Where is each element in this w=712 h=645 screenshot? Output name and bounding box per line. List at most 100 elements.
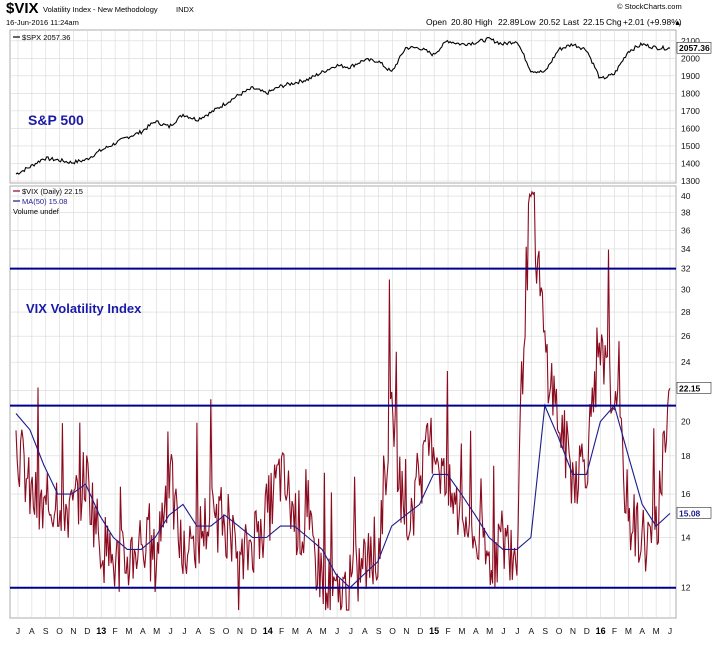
x-tick-label: M [292,626,299,636]
low-label: Low [520,17,536,27]
x-tick-label: J [16,626,20,636]
vix-last-badge: 22.15 [676,382,712,394]
vix-y-tick-label: 18 [681,451,691,461]
x-tick-label: D [584,626,590,636]
x-tick-label: A [140,626,146,636]
x-tick-label: S [376,626,382,636]
vix-y-tick-label: 28 [681,307,691,317]
x-tick-label: A [639,626,645,636]
spx-panel-frame [9,29,677,184]
ma-last-badge-text: 15.08 [679,508,701,518]
spx-y-tick-label: 1400 [681,158,700,168]
low-value: 20.52 [539,17,561,27]
x-tick-label: A [306,626,312,636]
x-tick-label: N [237,626,243,636]
open-value: 20.80 [451,17,473,27]
spx-y-tick-label: 1900 [681,71,700,81]
spx-y-tick-label: 1600 [681,123,700,133]
vix-y-tick-label: 16 [681,489,691,499]
spx-line [15,36,671,175]
spx-y-tick-label: 1700 [681,106,700,116]
high-label: High [475,17,493,27]
x-tick-label: M [486,626,493,636]
x-tick-label: O [556,626,563,636]
x-tick-label: M [320,626,327,636]
spx-y-tick-label: 2100 [681,36,700,46]
spx-y-tick-label: 1300 [681,176,700,186]
x-tick-label: M [458,626,465,636]
ma-last-badge: 15.08 [676,507,712,519]
x-tick-label: J [515,626,519,636]
vix-last-badge-box [676,382,712,394]
badges: 2057.36 22.15 15.08 [676,41,712,519]
x-tick-label: M [125,626,132,636]
symbol-description: Volatility Index - New Methodology [43,5,158,14]
spx-legend-text: $SPX 2057.36 [22,33,70,42]
spx-legend: $SPX 2057.36 [13,33,70,42]
x-tick-label: J [668,626,672,636]
x-tick-label: J [182,626,186,636]
last-label: Last [563,17,580,27]
credit: © StockCharts.com [617,2,682,11]
x-tick-label: D [417,626,423,636]
x-tick-label: O [389,626,396,636]
vix-y-tick-label: 32 [681,264,691,274]
x-tick-label: O [223,626,230,636]
vix-y-tick-label: 38 [681,208,691,218]
chg-label: Chg [606,17,622,27]
x-tick-label: J [168,626,172,636]
chg-value: +2.01 (+9.98%) [623,17,682,27]
x-tick-label: A [29,626,35,636]
ma-last-badge-box [676,507,712,519]
last-value: 22.15 [583,17,605,27]
symbol-title: $VIX [6,0,39,17]
x-tick-label: 15 [429,626,439,636]
vix-legend: $VIX (Daily) 22.15 MA(50) 15.08 Volume u… [13,187,83,216]
vix-line [15,190,671,611]
vix-y-tick-label: 12 [681,583,691,593]
x-tick-label: M [625,626,632,636]
spx-annotation: S&P 500 [28,112,84,128]
ma50-line [15,403,671,589]
x-tick-label: M [153,626,160,636]
up-arrow-icon: ▲ [674,18,681,27]
x-tick-label: F [612,626,617,636]
open-label: Open [426,17,447,27]
x-tick-label: 14 [263,626,273,636]
vix-legend-text: $VIX (Daily) 22.15 [22,187,83,196]
spx-y-tick-label: 1500 [681,141,700,151]
x-tick-label: A [362,626,368,636]
vix-y-tick-label: 26 [681,331,691,341]
spx-y-tick-label: 1800 [681,88,700,98]
vix-y-tick-label: 20 [681,417,691,427]
x-tick-label: N [570,626,576,636]
x-tick-label: J [501,626,505,636]
vix-y-tick-label: 14 [681,533,691,543]
x-tick-label: D [84,626,90,636]
x-tick-label: F [445,626,450,636]
axes: J A S O N D 13 F M A M J J A S O N D 14 F M A M J J A S O N D 15 F M A M J J… [16,36,700,636]
quote-summary: Open 20.80 High 22.89 Low 20.52 Last 22.… [426,17,682,27]
horizontal-levels [10,267,676,589]
x-tick-label: F [113,626,118,636]
spx-y-tick-label: 2000 [681,53,700,63]
volume-legend-text: Volume undef [13,207,60,216]
vix-y-tick-label: 30 [681,285,691,295]
series [15,36,671,611]
x-tick-label: S [209,626,215,636]
x-tick-label: J [335,626,339,636]
timestamp: 16-Jun-2016 11:24am [6,18,79,27]
vix-y-tick-label: 34 [681,244,691,254]
x-tick-label: A [473,626,479,636]
x-tick-label: A [196,626,202,636]
x-tick-label: M [653,626,660,636]
ma-legend-text: MA(50) 15.08 [22,197,67,206]
vix-panel-frame [9,185,677,619]
x-tick-label: F [279,626,284,636]
x-tick-label: N [70,626,76,636]
x-tick-label: J [349,626,353,636]
x-tick-label: D [251,626,257,636]
vix-y-tick-label: 36 [681,225,691,235]
x-tick-label: A [528,626,534,636]
